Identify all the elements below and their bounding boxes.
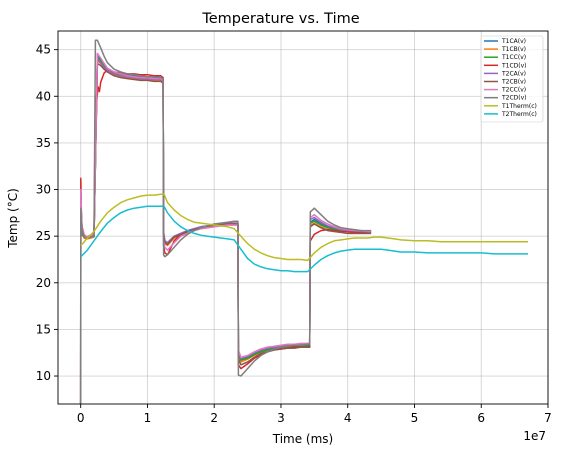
series-line-t2therm-c <box>80 205 528 273</box>
chart-title: Temperature vs. Time <box>201 11 359 27</box>
plot-frame <box>57 30 549 405</box>
y-tick-label: 40 <box>36 89 51 103</box>
legend-label: T2CA(v) <box>501 70 526 77</box>
x-tick-label: 1 <box>144 411 152 425</box>
y-tick-label: 35 <box>36 136 51 150</box>
x-tick-label: 0 <box>77 411 85 425</box>
y-tick-label: 45 <box>36 43 51 57</box>
x-tick-label: 3 <box>277 411 285 425</box>
x-tick-label: 6 <box>477 411 485 425</box>
legend-label: T2Therm(c) <box>501 111 537 118</box>
y-tick-label: 20 <box>36 276 51 290</box>
legend-label: T1CC(v) <box>501 54 526 61</box>
legend-label: T1CD(v) <box>501 62 527 69</box>
x-tick-label: 5 <box>411 411 419 425</box>
legend-label: T1Therm(c) <box>501 103 537 110</box>
x-tick-label: 7 <box>544 411 552 425</box>
y-tick-label: 30 <box>36 183 51 197</box>
series-line-t1therm-c <box>80 193 528 262</box>
x-tick-label: 4 <box>344 411 352 425</box>
legend-label: T1CB(v) <box>501 46 526 53</box>
legend-label: T2CC(v) <box>501 87 526 94</box>
y-tick-label: 10 <box>36 369 51 383</box>
y-tick-label: 15 <box>36 322 51 336</box>
legend-label: T1CA(v) <box>501 38 526 45</box>
series-line-t2cd-v <box>79 39 372 404</box>
legend-label: T2CD(v) <box>501 95 527 102</box>
legend: T1CA(v)T1CB(v)T1CC(v)T1CD(v)T2CA(v) T2CB(… <box>480 35 544 123</box>
y-tick-label: 25 <box>36 229 51 243</box>
x-tick-label: 2 <box>210 411 218 425</box>
x-axis-ticks: 0 1 2 3 4 5 6 7 <box>77 404 552 425</box>
series-lines <box>79 39 528 404</box>
legend-label: T2CB(v) <box>501 79 526 86</box>
x-axis-offset-label: 1e7 <box>523 429 546 443</box>
y-axis-title: Temp (°C) <box>6 188 20 249</box>
x-axis-title: Time (ms) <box>272 432 334 446</box>
y-axis-ticks: 10 15 20 25 30 35 40 45 <box>36 43 58 383</box>
